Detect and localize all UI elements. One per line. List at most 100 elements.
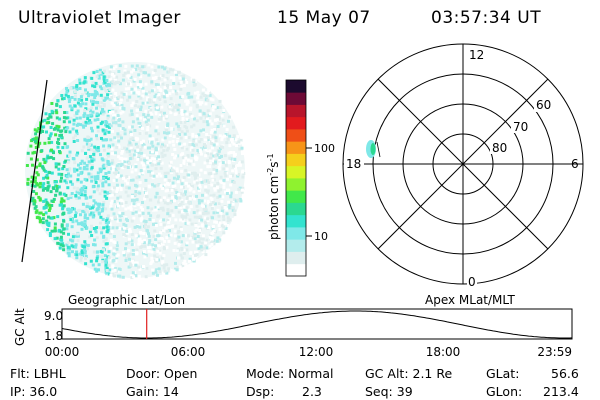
uv-pixel bbox=[206, 150, 210, 154]
uv-pixel bbox=[126, 166, 130, 169]
uv-pixel bbox=[107, 75, 111, 79]
uv-pixel bbox=[69, 86, 73, 90]
colorbar-segment bbox=[286, 92, 306, 105]
uv-pixel bbox=[165, 263, 169, 267]
uv-pixel bbox=[150, 89, 154, 93]
uv-pixel bbox=[98, 68, 102, 72]
uv-pixel bbox=[106, 177, 110, 181]
uv-pixel bbox=[141, 139, 145, 143]
uv-pixel bbox=[102, 201, 106, 204]
uv-pixel bbox=[149, 198, 153, 202]
colorbar-segment bbox=[286, 227, 306, 240]
uv-pixel bbox=[188, 188, 192, 192]
uv-pixel bbox=[148, 124, 152, 128]
uv-pixel bbox=[130, 233, 134, 236]
uv-pixel bbox=[212, 193, 216, 197]
uv-pixel bbox=[79, 256, 83, 259]
uv-pixel bbox=[69, 174, 73, 178]
uv-pixel bbox=[42, 182, 46, 186]
uv-pixel bbox=[225, 128, 229, 132]
uv-pixel bbox=[72, 157, 76, 161]
uv-pixel bbox=[84, 243, 88, 247]
geo-panel-label: Geographic Lat/Lon bbox=[68, 293, 185, 307]
uv-pixel bbox=[55, 116, 59, 120]
uv-pixel bbox=[131, 211, 135, 215]
uv-pixel bbox=[139, 96, 143, 100]
uv-pixel bbox=[156, 85, 160, 89]
uv-pixel bbox=[228, 144, 232, 148]
uv-pixel bbox=[152, 246, 156, 250]
uv-pixel bbox=[144, 187, 148, 191]
uv-pixel bbox=[118, 214, 122, 218]
uv-pixel bbox=[72, 136, 76, 140]
uv-pixel bbox=[151, 71, 155, 75]
uv-pixel bbox=[116, 114, 120, 117]
uv-pixel bbox=[68, 104, 72, 108]
uv-pixel bbox=[169, 111, 173, 115]
uv-pixel bbox=[109, 65, 113, 69]
uv-pixel bbox=[69, 218, 73, 222]
uv-pixel bbox=[188, 218, 192, 222]
uv-pixel bbox=[204, 243, 208, 247]
uv-pixel bbox=[76, 109, 80, 113]
uv-pixel bbox=[127, 149, 131, 153]
uv-pixel bbox=[102, 177, 106, 180]
uv-pixel bbox=[220, 161, 224, 165]
uv-pixel bbox=[146, 96, 150, 100]
uv-pixel bbox=[140, 239, 144, 243]
uv-pixel bbox=[81, 102, 85, 106]
uv-pixel bbox=[173, 89, 177, 93]
uv-pixel bbox=[147, 170, 151, 174]
uv-pixel bbox=[180, 111, 184, 115]
uv-pixel bbox=[211, 98, 215, 102]
uv-pixel bbox=[185, 112, 189, 116]
uv-pixel bbox=[170, 188, 174, 192]
uv-pixel bbox=[152, 88, 156, 92]
uv-pixel bbox=[104, 263, 108, 267]
uv-pixel bbox=[117, 95, 121, 99]
uv-pixel bbox=[190, 95, 194, 99]
uv-pixel bbox=[60, 197, 64, 201]
uv-pixel bbox=[110, 207, 114, 211]
uv-pixel bbox=[111, 110, 115, 114]
uv-pixel bbox=[201, 92, 205, 96]
uv-pixel bbox=[162, 149, 166, 153]
uv-pixel bbox=[129, 263, 133, 267]
uv-pixel bbox=[105, 158, 109, 162]
uv-pixel bbox=[166, 210, 170, 214]
uv-pixel bbox=[197, 240, 201, 244]
uv-pixel bbox=[157, 214, 161, 218]
uv-pixel bbox=[198, 109, 202, 113]
uv-pixel bbox=[154, 93, 158, 97]
uv-pixel bbox=[199, 245, 203, 249]
uv-pixel bbox=[190, 125, 194, 129]
uv-pixel bbox=[141, 94, 145, 98]
uv-pixel bbox=[84, 262, 88, 266]
uv-pixel bbox=[185, 117, 189, 121]
uv-pixel bbox=[54, 193, 58, 197]
uv-pixel bbox=[79, 95, 83, 99]
uv-pixel bbox=[91, 98, 95, 102]
uv-pixel bbox=[60, 224, 64, 228]
uv-pixel bbox=[175, 249, 179, 253]
uv-pixel bbox=[107, 272, 111, 276]
uv-pixel bbox=[54, 126, 57, 130]
uv-pixel bbox=[110, 161, 114, 165]
uv-pixel bbox=[35, 183, 39, 187]
uv-pixel bbox=[192, 211, 196, 215]
uv-pixel bbox=[56, 128, 60, 132]
uv-pixel bbox=[147, 234, 151, 238]
uv-pixel bbox=[77, 98, 81, 101]
uv-pixel bbox=[199, 95, 203, 99]
label-bg-18 bbox=[344, 157, 364, 171]
uv-pixel bbox=[112, 74, 116, 78]
uv-pixel bbox=[129, 178, 133, 182]
uv-pixel bbox=[217, 189, 221, 193]
polar-label-60: 60 bbox=[536, 98, 551, 112]
uv-pixel bbox=[195, 244, 199, 248]
uv-pixel bbox=[62, 219, 66, 223]
uv-pixel bbox=[58, 246, 62, 250]
uv-pixel bbox=[110, 199, 114, 203]
uv-pixel bbox=[191, 132, 195, 136]
colorbar-segment bbox=[286, 80, 306, 93]
